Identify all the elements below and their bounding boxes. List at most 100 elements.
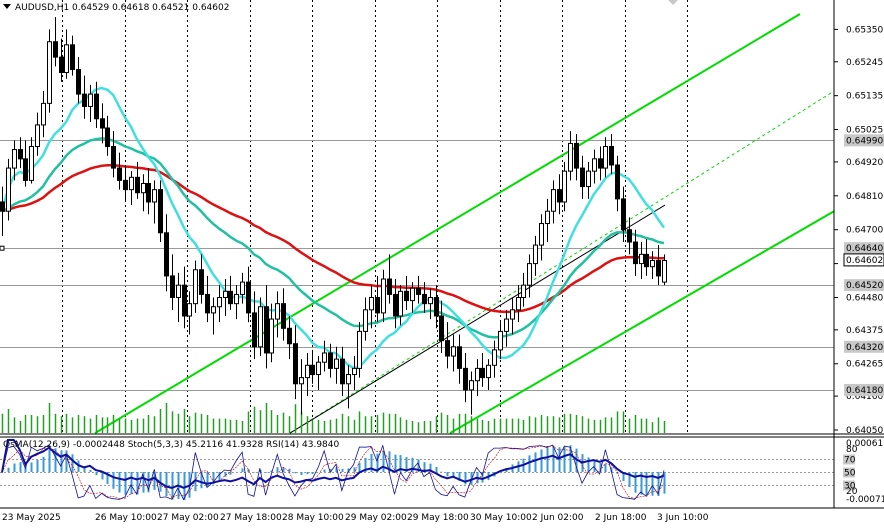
candle bbox=[193, 260, 198, 313]
price-marker-label: 0.64640 bbox=[846, 244, 883, 254]
trend-channel bbox=[94, 13, 835, 434]
candle bbox=[457, 334, 462, 384]
candle bbox=[23, 140, 28, 187]
indicator-level-label: 50 bbox=[844, 469, 856, 479]
price-tick-label: 0.64920 bbox=[846, 158, 883, 168]
price-tick-label: 0.65025 bbox=[846, 126, 883, 136]
candle bbox=[562, 161, 567, 212]
candle bbox=[662, 254, 667, 286]
candle bbox=[240, 272, 245, 304]
candlesticks bbox=[0, 17, 667, 415]
candle bbox=[504, 309, 509, 347]
candle bbox=[299, 359, 304, 415]
price-marker bbox=[844, 134, 884, 147]
candle bbox=[521, 272, 526, 307]
candle bbox=[545, 198, 550, 243]
time-tick-label: 27 May 18:00 bbox=[220, 513, 282, 523]
candle bbox=[18, 137, 23, 169]
candle bbox=[111, 131, 116, 178]
candle bbox=[275, 291, 280, 338]
candle bbox=[29, 137, 34, 184]
indicator-title: OsMA(12,26,9) -0.0002448 Stoch(5,3,3) 45… bbox=[3, 440, 339, 450]
candle bbox=[416, 275, 421, 304]
candle bbox=[12, 140, 17, 181]
candle bbox=[633, 229, 638, 276]
candle bbox=[346, 365, 351, 409]
stoch-signal-line bbox=[1, 445, 665, 499]
time-tick-label: 23 May 2025 bbox=[2, 513, 61, 523]
candle bbox=[363, 297, 368, 341]
candle bbox=[59, 38, 64, 82]
candle bbox=[64, 29, 69, 79]
dropdown-arrow-icon[interactable] bbox=[3, 4, 11, 9]
candle bbox=[47, 29, 52, 113]
price-marker bbox=[844, 279, 884, 292]
candle bbox=[603, 137, 608, 178]
candle bbox=[404, 275, 409, 310]
candle bbox=[53, 17, 58, 67]
price-marker-label: 0.64180 bbox=[846, 386, 883, 396]
price-tick-label: 0.65245 bbox=[846, 58, 883, 68]
stoch-main-line bbox=[1, 444, 665, 501]
candle bbox=[492, 340, 497, 378]
candle bbox=[269, 303, 274, 363]
time-tick-label: 27 May 02:00 bbox=[157, 513, 219, 523]
candle bbox=[428, 288, 433, 320]
candle bbox=[316, 356, 321, 390]
candle bbox=[246, 266, 251, 323]
indicator-level-marker bbox=[843, 467, 855, 478]
rsi-line bbox=[1, 439, 665, 489]
candle bbox=[644, 238, 649, 276]
level-handle[interactable] bbox=[0, 245, 5, 251]
stoch-level-label: 80 bbox=[846, 445, 858, 455]
candle bbox=[205, 275, 210, 323]
candle bbox=[228, 275, 233, 310]
price-tick-label: 0.65135 bbox=[846, 92, 883, 102]
price-tick-label: 0.64265 bbox=[846, 360, 883, 370]
price-tick-label: 0.64050 bbox=[846, 426, 883, 436]
candle bbox=[609, 134, 614, 175]
indicator-scale-bottom: -0.000715 bbox=[846, 495, 884, 505]
candle bbox=[135, 161, 140, 199]
time-tick-label: 2 Jun 18:00 bbox=[595, 513, 647, 523]
candle bbox=[305, 352, 310, 397]
candle bbox=[498, 322, 503, 360]
price-marker-label: 0.64320 bbox=[846, 343, 883, 353]
candle bbox=[615, 155, 620, 212]
price-axis: 0.65350 0.65245 0.65135 0.65025 0.64920 0.648… bbox=[0, 25, 884, 436]
channel-line bbox=[449, 210, 835, 434]
candle bbox=[0, 186, 5, 236]
candle bbox=[580, 155, 585, 199]
candle bbox=[41, 91, 46, 138]
candle bbox=[463, 352, 468, 403]
candle bbox=[451, 334, 456, 372]
candle bbox=[129, 171, 134, 206]
candle bbox=[381, 269, 386, 323]
ma-mid-line bbox=[1, 137, 665, 339]
candle bbox=[486, 359, 491, 390]
price-tick-label: 0.64375 bbox=[846, 326, 883, 336]
candle bbox=[439, 300, 444, 353]
candle bbox=[352, 356, 357, 390]
price-marker bbox=[844, 340, 884, 353]
candle bbox=[434, 285, 439, 329]
time-tick-label: 30 May 10:00 bbox=[470, 513, 532, 523]
candle bbox=[557, 174, 562, 215]
chart-shift-icon[interactable] bbox=[668, 0, 678, 5]
candle bbox=[586, 161, 591, 199]
candle bbox=[568, 131, 573, 181]
candle bbox=[475, 359, 480, 397]
time-tick-label: 29 May 02:00 bbox=[345, 513, 407, 523]
time-tick-label: 2 Jun 02:00 bbox=[532, 513, 584, 523]
price-marker-label: 0.64520 bbox=[846, 281, 883, 291]
candle bbox=[82, 75, 87, 119]
candle bbox=[70, 35, 75, 76]
candle bbox=[598, 146, 603, 181]
candle bbox=[141, 174, 146, 212]
candle bbox=[516, 285, 521, 323]
candle bbox=[164, 214, 169, 292]
candle bbox=[293, 325, 298, 400]
candle bbox=[410, 282, 415, 313]
